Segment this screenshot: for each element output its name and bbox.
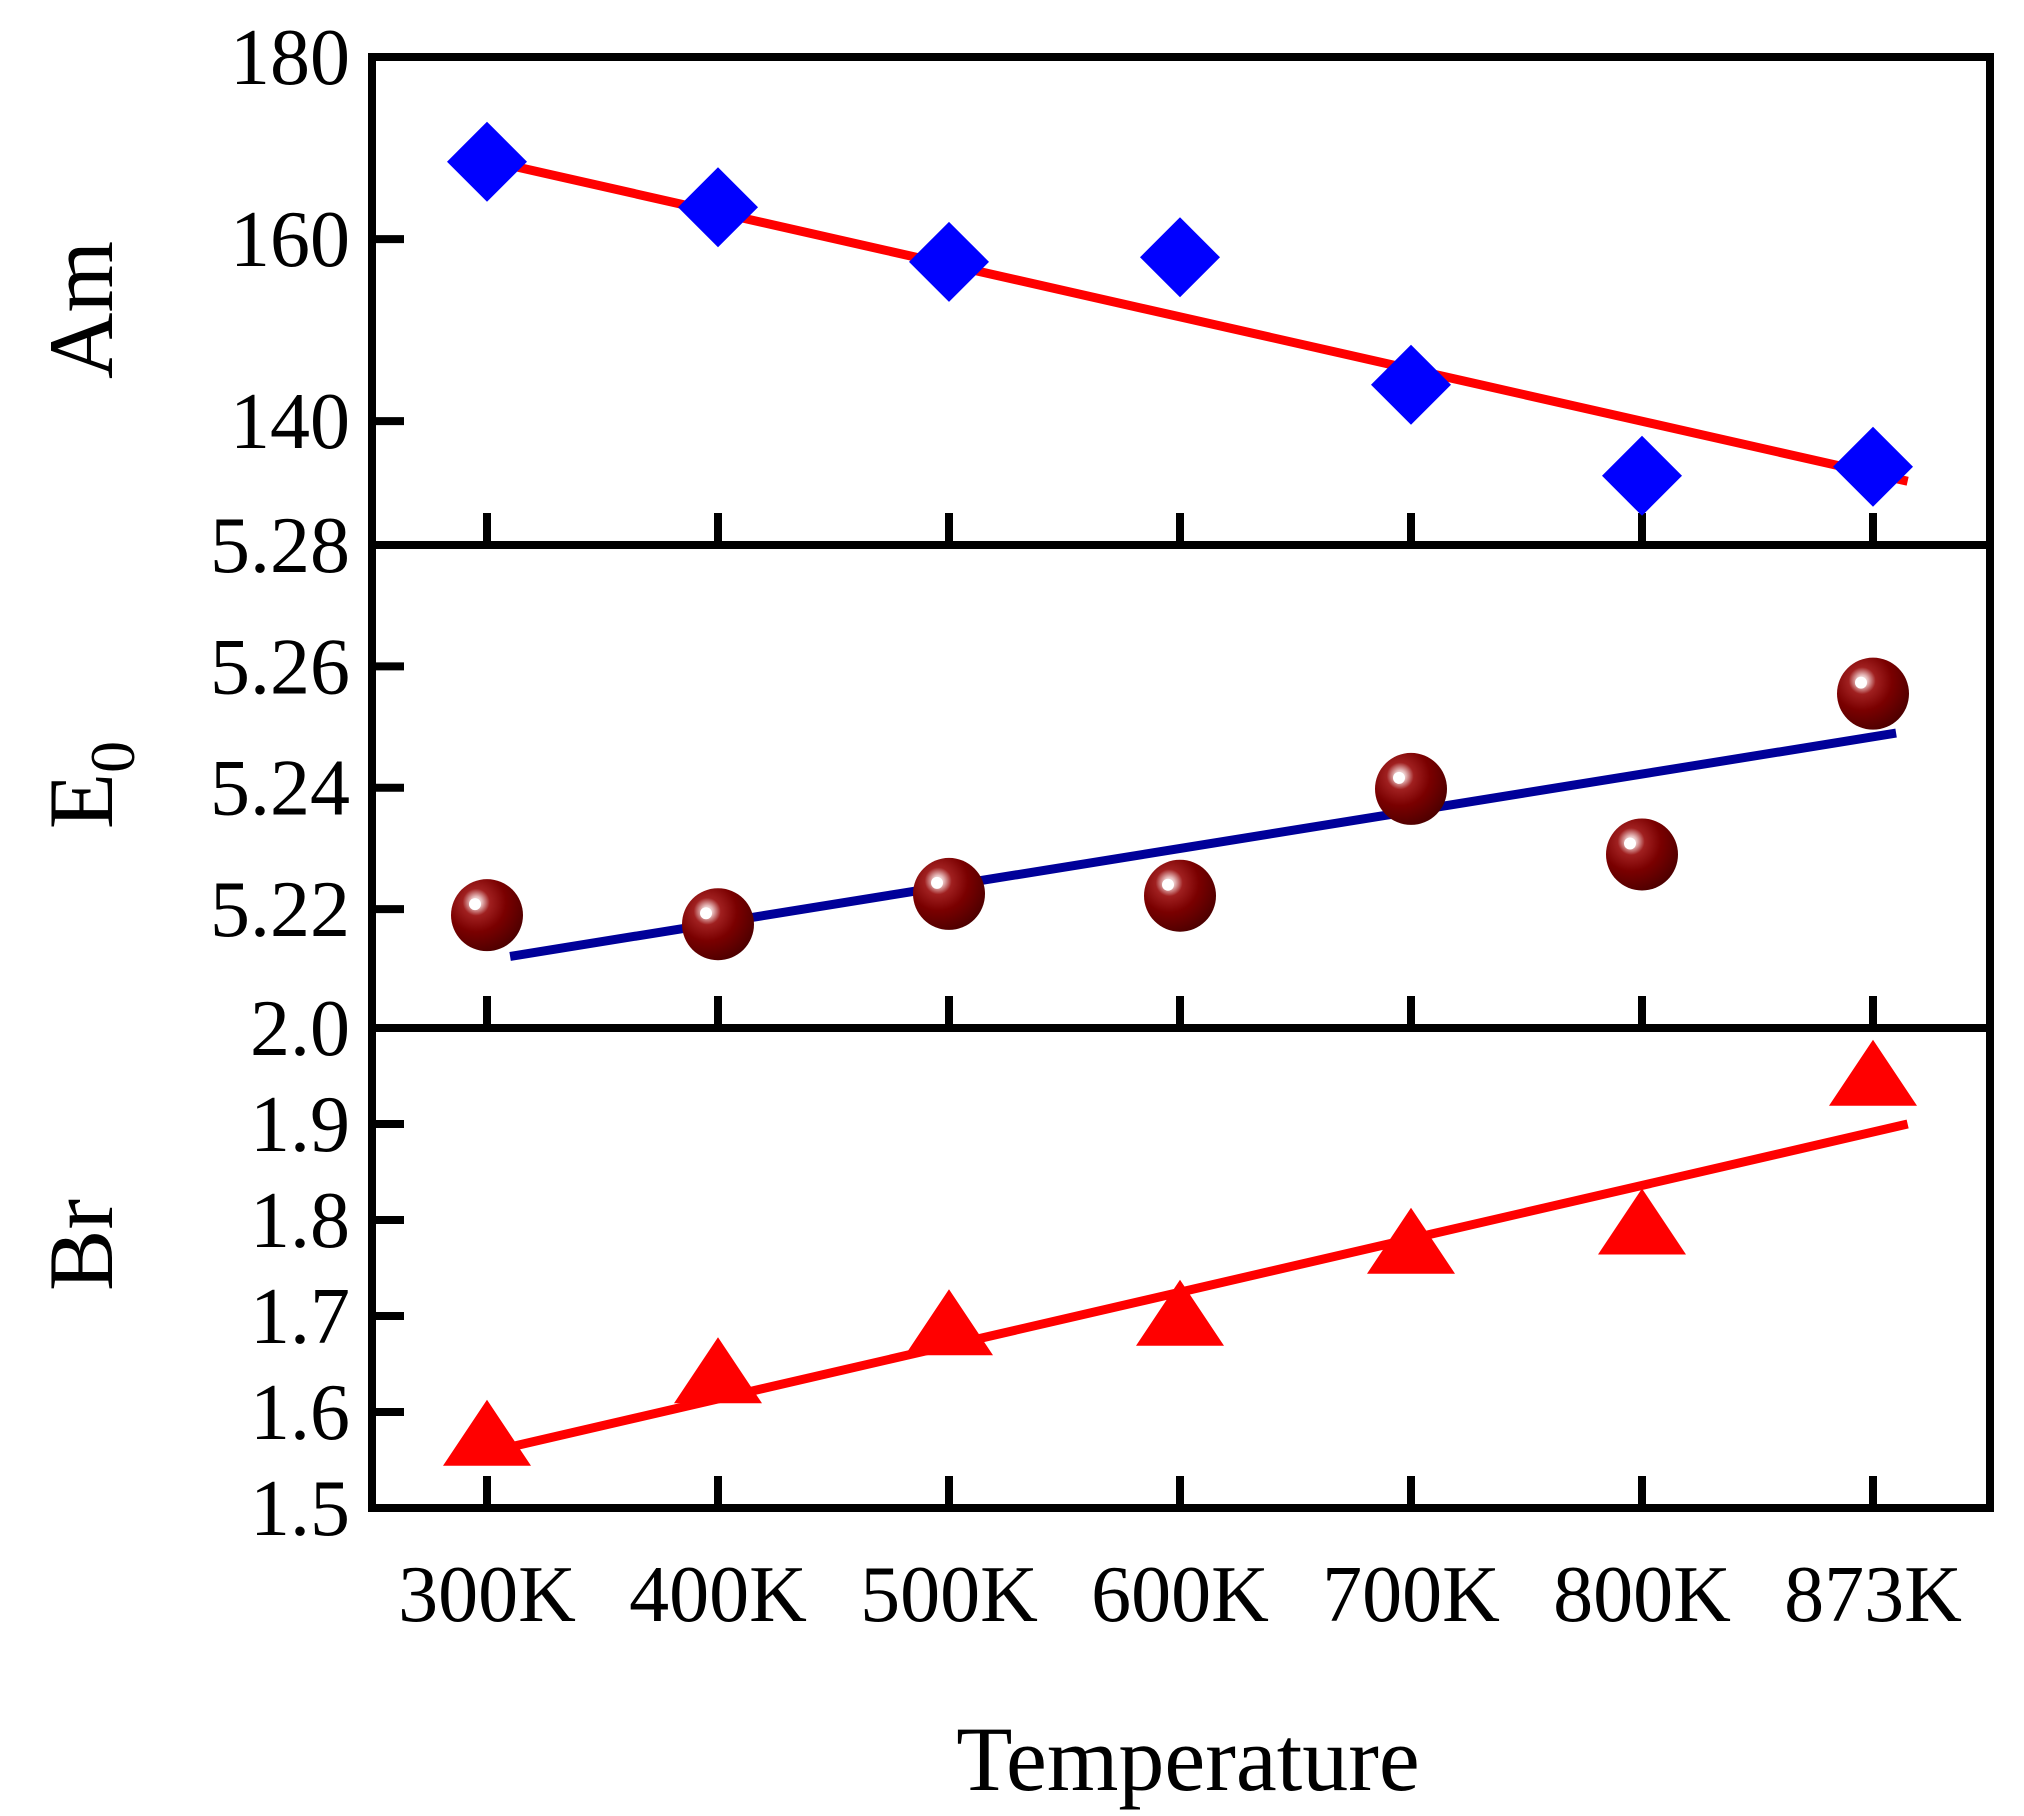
y-tick-label: 1.5 (250, 1465, 350, 1553)
x-tick-label: 800K (1553, 1551, 1731, 1639)
data-point-triangle (1598, 1188, 1686, 1255)
plot-frame (368, 541, 1994, 1032)
y-tick-label: 5.28 (210, 502, 350, 590)
e0-axis-title-main: E (30, 773, 132, 829)
data-point-diamond (1371, 344, 1451, 425)
sphere-highlight (1162, 878, 1174, 891)
x-tick-label: 300K (398, 1551, 576, 1639)
sphere-highlight (1855, 676, 1867, 689)
data-point-triangle (1136, 1279, 1224, 1346)
panel-br: 1.51.61.71.81.92.0 300K 400K 500K 600K 700K 80… (250, 985, 1994, 1639)
sphere-highlight (1624, 837, 1636, 850)
data-point-triangle (674, 1337, 762, 1404)
data-point-diamond (447, 121, 527, 202)
y-tick-label: 2.0 (250, 985, 350, 1073)
br-axis-title: Br (30, 1199, 132, 1291)
data-point-sphere (451, 879, 523, 952)
y-tick-label: 5.22 (210, 866, 350, 954)
y-tick-label: 5.24 (210, 745, 350, 833)
y-tick-label: 180 (230, 14, 350, 102)
x-tick-label: 700K (1322, 1551, 1500, 1639)
y-tick-label: 1.6 (250, 1369, 350, 1457)
data-point-triangle (905, 1289, 993, 1356)
x-tick-label: 400K (629, 1551, 807, 1639)
e0-axis-title-subscript: 0 (77, 741, 148, 773)
am-axis-title: Am (30, 241, 132, 379)
data-point-sphere (1606, 818, 1678, 891)
data-point-diamond (1602, 435, 1682, 516)
data-point-diamond (678, 167, 758, 248)
plot-frame (368, 1024, 1994, 1512)
x-axis-title: Temperature (956, 1708, 1420, 1810)
sphere-highlight (931, 876, 943, 889)
y-tick-label: 160 (230, 196, 350, 284)
data-point-diamond (1833, 426, 1913, 507)
data-point-sphere (1375, 752, 1447, 825)
x-tick-label: 873K (1784, 1551, 1962, 1639)
data-point-sphere (1144, 859, 1216, 932)
y-tick-label: 1.8 (250, 1177, 350, 1265)
panel-e0: 5.22 5.24 5.26 5.28 (210, 502, 1994, 1032)
y-tick-label: 1.9 (250, 1081, 350, 1169)
data-point-diamond (909, 221, 989, 302)
data-point-triangle (1829, 1039, 1917, 1106)
x-tick-label: 600K (1091, 1551, 1269, 1639)
sphere-highlight (700, 907, 712, 920)
plot-frame (368, 53, 1994, 549)
y-tick-label: 1.7 (250, 1273, 350, 1361)
y-tick-label: 140 (230, 378, 350, 466)
data-point-sphere (913, 857, 985, 930)
data-point-diamond (1140, 217, 1220, 298)
data-point-sphere (682, 888, 754, 961)
x-tick-label: 500K (860, 1551, 1038, 1639)
data-point-triangle (443, 1399, 531, 1466)
sphere-highlight (1393, 771, 1405, 784)
panel-am: 140 160 180 (230, 14, 1994, 549)
y-tick-label: 5.26 (210, 623, 350, 711)
data-point-triangle (1367, 1207, 1455, 1274)
data-point-sphere (1837, 657, 1909, 730)
e0-axis-title: E0 (30, 741, 148, 829)
sphere-highlight (469, 898, 481, 911)
